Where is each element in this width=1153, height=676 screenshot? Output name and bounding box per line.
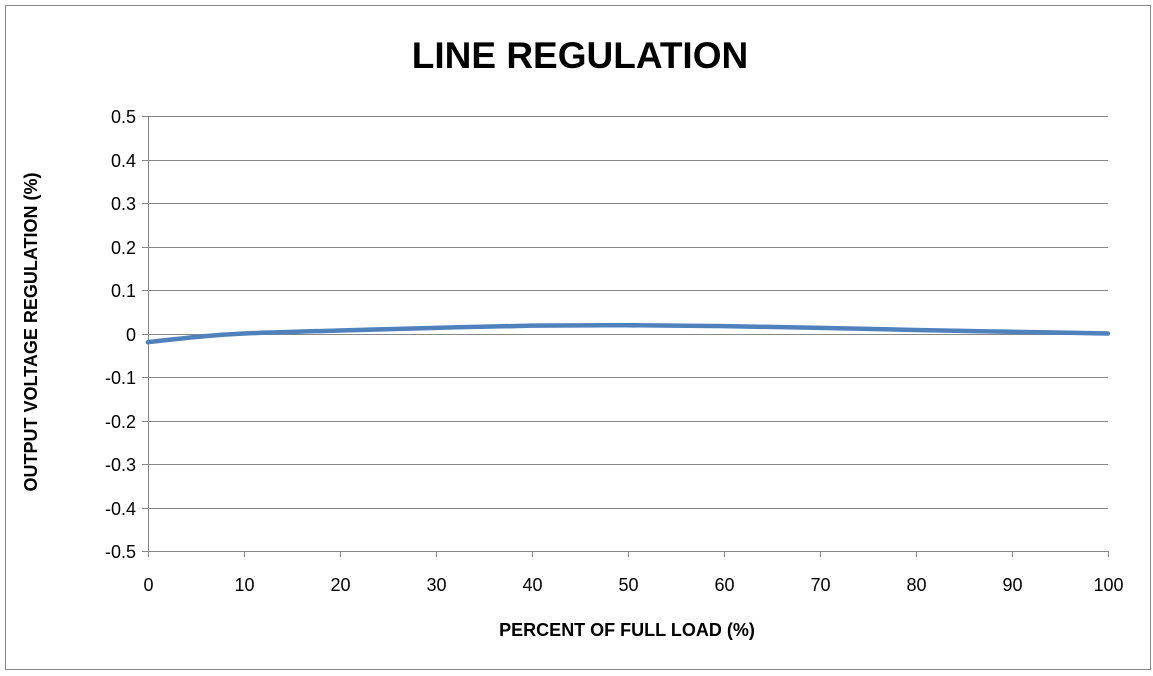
y-tick-label: -0.2 [105,412,136,432]
x-tick-label: 10 [234,575,254,595]
x-tick-label: 70 [810,575,830,595]
y-tick-label: 0.3 [111,194,136,214]
y-tick-label: 0.2 [111,238,136,258]
series-layer [145,322,1111,345]
x-tick-label: 20 [330,575,350,595]
y-tick-label: -0.5 [105,542,136,562]
y-tick-label: 0.5 [111,107,136,127]
y-tick-label: -0.1 [105,368,136,388]
x-tick-label: 80 [906,575,926,595]
y-tick-label: 0 [126,325,136,345]
y-tick-label: -0.4 [105,499,136,519]
axes: 0.5 0.4 0.3 0.2 0.1 0 -0.1 -0.2 -0.3 -0.4 -0.5 0 10 2… [105,107,1124,595]
x-tick-label: 100 [1093,575,1123,595]
x-axis-label: PERCENT OF FULL LOAD (%) [499,620,755,640]
series-line [145,322,1111,345]
x-tick-label: 30 [426,575,446,595]
x-tick-label: 0 [143,575,153,595]
x-tick-label: 40 [522,575,542,595]
y-tick-label: -0.3 [105,455,136,475]
y-axis-label: OUTPUT VOLTAGE REGULATION (%) [21,173,41,492]
x-tick-label: 90 [1002,575,1022,595]
x-tick-label: 50 [618,575,638,595]
y-tick-label: 0.4 [111,151,136,171]
y-tick-label: 0.1 [111,281,136,301]
x-tick-label: 60 [714,575,734,595]
chart-title: LINE REGULATION [412,35,748,76]
gridlines [148,116,1108,552]
